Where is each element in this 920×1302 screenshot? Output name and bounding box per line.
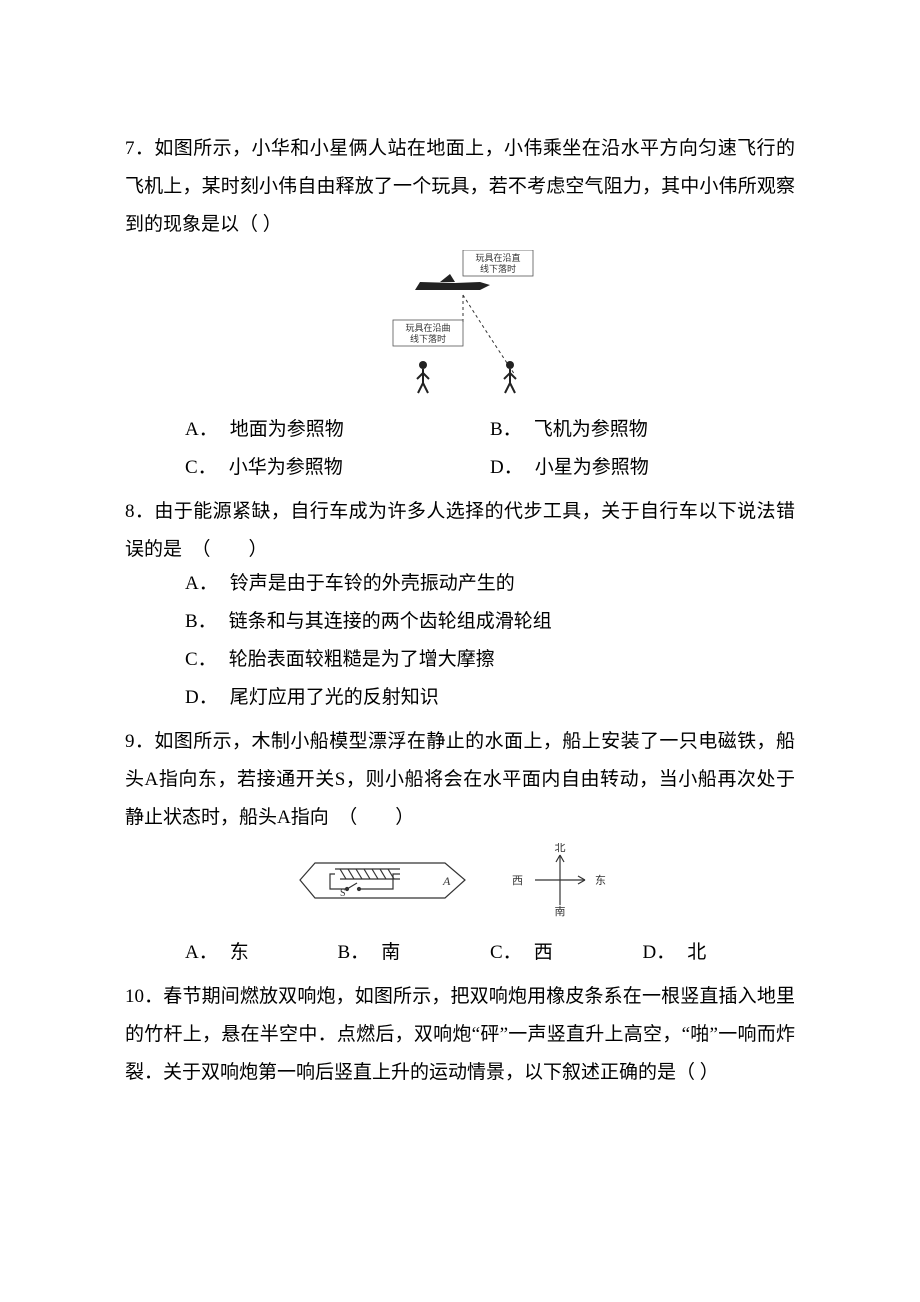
choice-letter: A． (185, 934, 218, 972)
choice-letter: A． (185, 565, 218, 603)
question-9-figure: S A 北 南 东 西 (125, 843, 795, 932)
question-9-stem: 9．如图所示，木制小船模型漂浮在静止的水面上，船上安装了一只电磁铁，船头A指向东… (125, 723, 795, 837)
choice-text: 西 (534, 934, 553, 972)
q8-choice-d: D． 尾灯应用了光的反射知识 (185, 679, 795, 717)
choice-text: 南 (381, 934, 400, 972)
choice-letter: C． (490, 934, 522, 972)
choice-text: 飞机为参照物 (534, 411, 648, 449)
q7-choice-b: B． 飞机为参照物 (490, 411, 795, 449)
choice-letter: D． (643, 934, 676, 972)
compass-south: 南 (555, 905, 566, 918)
question-10-text: 春节期间燃放双响炮，如图所示，把双响炮用橡皮条系在一根竖直插入地里的竹杆上，悬在… (125, 986, 795, 1083)
question-9-number: 9． (125, 731, 154, 752)
question-10-stem: 10．春节期间燃放双响炮，如图所示，把双响炮用橡皮条系在一根竖直插入地里的竹杆上… (125, 978, 795, 1092)
question-8-stem: 8．由于能源紧缺，自行车成为许多人选择的代步工具，关于自行车以下说法错误的是 （… (125, 493, 795, 569)
compass-east: 东 (595, 874, 606, 887)
svg-text:玩具在沿曲: 玩具在沿曲 (405, 322, 450, 333)
question-8-number: 8． (125, 501, 154, 522)
q7-choice-c: C． 小华为参照物 (185, 449, 490, 487)
svg-text:线下落时: 线下落时 (480, 263, 516, 274)
question-7-stem: 7．如图所示，小华和小星俩人站在地面上，小伟乘坐在沿水平方向匀速飞行的飞机上，某… (125, 130, 795, 244)
q8-choice-b: B． 链条和与其连接的两个齿轮组成滑轮组 (185, 603, 795, 641)
question-7-number: 7． (125, 138, 154, 159)
compass-west: 西 (512, 875, 523, 887)
choice-letter: C． (185, 449, 217, 487)
choice-letter: C． (185, 641, 217, 679)
question-7-figure: 玩具在沿直 线下落时 玩具在沿曲 线下落时 (125, 250, 795, 409)
question-10: 10．春节期间燃放双响炮，如图所示，把双响炮用橡皮条系在一根竖直插入地里的竹杆上… (125, 978, 795, 1092)
question-10-number: 10． (125, 986, 163, 1007)
question-7-choices: A． 地面为参照物 B． 飞机为参照物 C． 小华为参照物 D． 小星为参照物 (125, 411, 795, 487)
q7-choice-a: A． 地面为参照物 (185, 411, 490, 449)
q9-choice-b: B． 南 (338, 934, 491, 972)
choice-text: 小星为参照物 (535, 449, 649, 487)
choice-letter: A． (185, 411, 218, 449)
exam-page: 7．如图所示，小华和小星俩人站在地面上，小伟乘坐在沿水平方向匀速飞行的飞机上，某… (0, 0, 920, 1302)
question-9-choices: A． 东 B． 南 C． 西 D． 北 (125, 934, 795, 972)
question-8-text: 由于能源紧缺，自行车成为许多人选择的代步工具，关于自行车以下说法错误的是 （ ） (125, 501, 795, 560)
svg-text:S: S (340, 888, 346, 899)
choice-text: 轮胎表面较粗糙是为了增大摩擦 (229, 641, 495, 679)
question-8: 8．由于能源紧缺，自行车成为许多人选择的代步工具，关于自行车以下说法错误的是 （… (125, 493, 795, 717)
question-7-text: 如图所示，小华和小星俩人站在地面上，小伟乘坐在沿水平方向匀速飞行的飞机上，某时刻… (125, 138, 795, 235)
q9-choice-a: A． 东 (185, 934, 338, 972)
q9-choice-c: C． 西 (490, 934, 643, 972)
choice-text: 小华为参照物 (229, 449, 343, 487)
compass-north: 北 (555, 843, 566, 854)
choice-text: 地面为参照物 (230, 411, 344, 449)
q8-choice-a: A． 铃声是由于车铃的外壳振动产生的 (185, 565, 795, 603)
boat-compass-figure: S A 北 南 东 西 (295, 843, 625, 918)
choice-letter: D． (490, 449, 523, 487)
question-8-choices: A． 铃声是由于车铃的外壳振动产生的 B． 链条和与其连接的两个齿轮组成滑轮组 … (125, 565, 795, 717)
choice-text: 铃声是由于车铃的外壳振动产生的 (230, 565, 515, 603)
q9-choice-d: D． 北 (643, 934, 796, 972)
choice-letter: B． (338, 934, 370, 972)
choice-text: 北 (687, 934, 706, 972)
choice-text: 链条和与其连接的两个齿轮组成滑轮组 (229, 603, 552, 641)
choice-letter: B． (185, 603, 217, 641)
choice-text: 尾灯应用了光的反射知识 (230, 679, 439, 717)
airplane-toy-figure: 玩具在沿直 线下落时 玩具在沿曲 线下落时 (385, 250, 535, 395)
boat-head-label: A (442, 874, 451, 888)
question-9: 9．如图所示，木制小船模型漂浮在静止的水面上，船上安装了一只电磁铁，船头A指向东… (125, 723, 795, 972)
svg-text:玩具在沿直: 玩具在沿直 (475, 252, 520, 263)
svg-text:线下落时: 线下落时 (410, 333, 446, 344)
choice-text: 东 (230, 934, 249, 972)
question-7: 7．如图所示，小华和小星俩人站在地面上，小伟乘坐在沿水平方向匀速飞行的飞机上，某… (125, 130, 795, 487)
choice-letter: B． (490, 411, 522, 449)
choice-letter: D． (185, 679, 218, 717)
question-9-text: 如图所示，木制小船模型漂浮在静止的水面上，船上安装了一只电磁铁，船头A指向东，若… (125, 731, 795, 828)
q7-choice-d: D． 小星为参照物 (490, 449, 795, 487)
q8-choice-c: C． 轮胎表面较粗糙是为了增大摩擦 (185, 641, 795, 679)
